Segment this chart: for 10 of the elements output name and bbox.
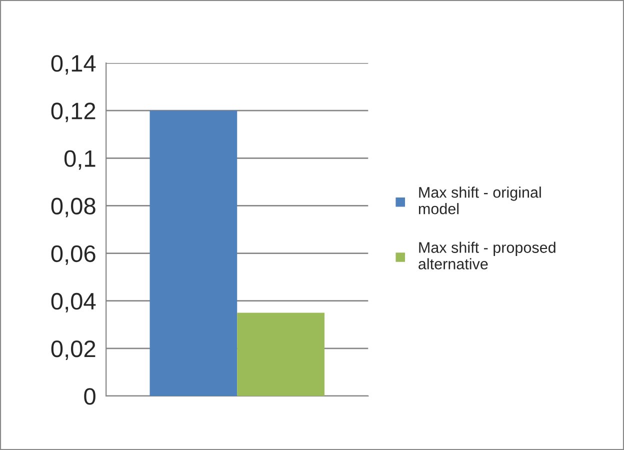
y-tick-label: 0,06 xyxy=(51,245,96,265)
legend-label: Max shift - original model xyxy=(418,186,541,214)
y-tick-label: 0,14 xyxy=(51,55,96,75)
y-tick-label: 0,04 xyxy=(51,292,96,312)
y-tick-label: 0,02 xyxy=(51,340,96,360)
y-tick-label: 0,1 xyxy=(64,150,96,170)
y-tick-label: 0 xyxy=(84,388,96,405)
legend-label: Max shift - proposed alternative xyxy=(418,242,556,270)
y-tick-label: 0,12 xyxy=(51,102,96,122)
y-tick-label: 0,08 xyxy=(51,198,96,218)
